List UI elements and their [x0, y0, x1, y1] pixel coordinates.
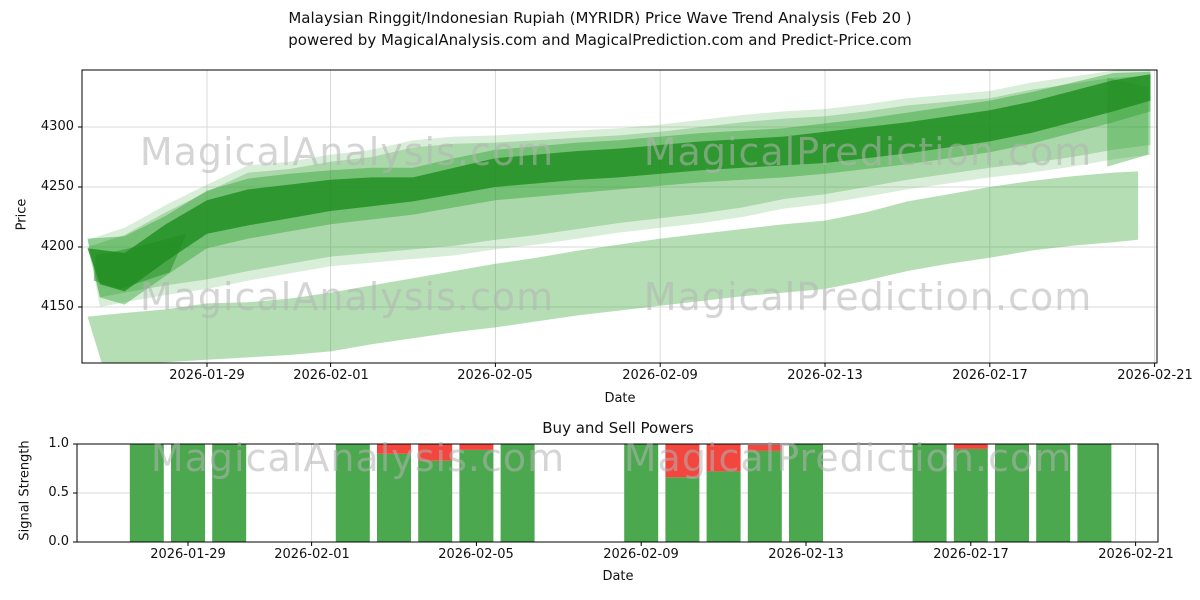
price-ytick-label: 4300	[40, 119, 74, 134]
date-xtick-label-bottom: 2026-02-13	[768, 547, 844, 562]
sell-bar-2026-02-04	[418, 444, 453, 461]
buy-bar-2026-02-02	[335, 444, 370, 542]
ribbon-core_band	[87, 74, 1151, 292]
buy-bar-2026-02-06	[500, 444, 535, 542]
date-axis-label-top: Date	[604, 391, 636, 406]
signal-chart-title: Buy and Sell Powers	[542, 419, 694, 437]
signal-ytick-label: 0.5	[48, 485, 69, 500]
buy-bar-2026-02-16	[912, 444, 947, 542]
price-ytick-label: 4250	[40, 179, 74, 194]
ribbon-lower_band	[87, 171, 1139, 363]
date-xtick-label-top: 2026-02-05	[457, 368, 533, 383]
sell-bar-2026-02-05	[459, 444, 494, 450]
figure-title-line2: powered by MagicalAnalysis.com and Magic…	[288, 31, 912, 49]
date-xtick-label-bottom: 2026-02-05	[438, 547, 514, 562]
date-axis-label-bottom: Date	[602, 569, 634, 584]
buy-bar-2026-02-13	[789, 444, 823, 542]
buy-bar-2026-02-09	[624, 444, 659, 542]
buy-bar-2026-02-05	[459, 449, 494, 542]
buy-bar-2026-02-17	[953, 448, 988, 542]
sell-bar-2026-02-03	[377, 444, 411, 454]
date-xtick-label-top: 2026-02-21	[1117, 368, 1193, 383]
buy-bar-2026-02-20	[1077, 444, 1112, 542]
buy-bar-2026-01-29	[171, 444, 205, 542]
figure-title-line1: Malaysian Ringgit/Indonesian Rupiah (MYR…	[288, 9, 912, 27]
buy-bar-2026-02-04	[418, 460, 453, 542]
ribbon-start_blob	[93, 233, 187, 289]
buy-bar-2026-02-11	[706, 471, 741, 542]
buy-bar-2026-02-18	[995, 444, 1029, 542]
buy-bar-2026-02-19	[1036, 444, 1071, 542]
date-xtick-label-bottom: 2026-02-21	[1098, 547, 1174, 562]
signal-ytick-label: 0.0	[48, 534, 69, 549]
sell-bar-2026-02-17	[953, 444, 988, 449]
sell-bar-2026-02-10	[665, 444, 700, 478]
sell-bar-2026-02-12	[747, 445, 782, 451]
price-ytick-label: 4150	[40, 299, 74, 314]
date-xtick-label-top: 2026-01-29	[169, 368, 245, 383]
buy-bar-2026-01-28	[129, 444, 164, 542]
sell-bar-2026-02-11	[706, 444, 741, 472]
date-xtick-label-bottom: 2026-01-29	[150, 547, 226, 562]
buy-bar-2026-02-12	[747, 450, 782, 542]
date-xtick-label-bottom: 2026-02-09	[603, 547, 679, 562]
buy-bar-2026-02-03	[377, 453, 411, 542]
price-chart-canvas	[78, 69, 1158, 367]
date-xtick-label-top: 2026-02-09	[622, 368, 698, 383]
date-xtick-label-bottom: 2026-02-17	[933, 547, 1009, 562]
signal-ytick-label: 1.0	[48, 436, 69, 451]
figure-title: Malaysian Ringgit/Indonesian Rupiah (MYR…	[0, 7, 1200, 51]
date-xtick-label-top: 2026-02-01	[293, 368, 369, 383]
buy-bar-2026-01-30	[212, 444, 247, 542]
date-xtick-label-top: 2026-02-17	[952, 368, 1028, 383]
buy-bar-2026-02-10	[665, 477, 700, 542]
date-xtick-label-top: 2026-02-13	[787, 368, 863, 383]
price-ytick-label: 4200	[40, 239, 74, 254]
date-xtick-label-bottom: 2026-02-01	[274, 547, 350, 562]
